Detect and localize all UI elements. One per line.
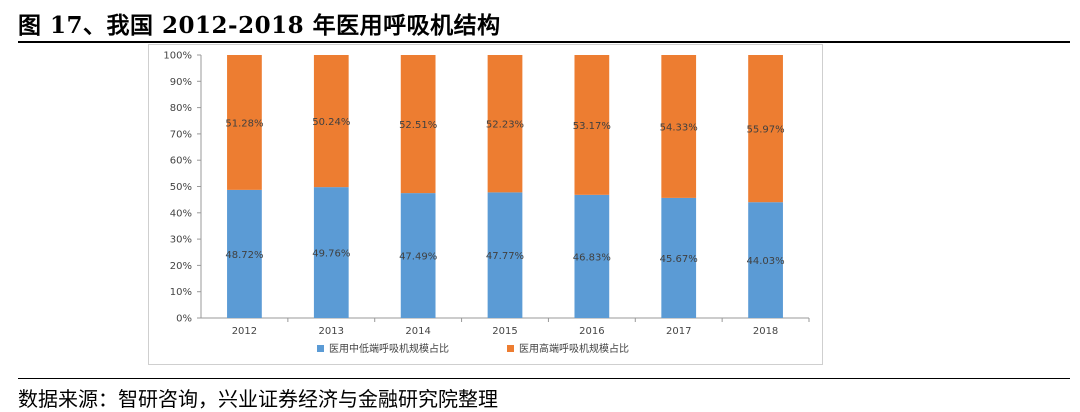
y-tick-label: 10% [170, 287, 192, 298]
legend-label: 医用中低端呼吸机规模占比 [329, 342, 449, 355]
x-tick-label: 2016 [579, 326, 604, 337]
y-tick-label: 70% [170, 129, 192, 140]
figure-title: 图 17、我国 2012-2018 年医用呼吸机结构 [18, 12, 501, 39]
y-tick-label: 60% [170, 156, 192, 167]
stacked-bar-chart: 0% 10% 20% 30% 40% 50% 60% 70% 80% 90% 100% 2012 201… [163, 51, 810, 355]
data-label: 47.77% [486, 251, 524, 262]
x-tick-label: 2013 [319, 326, 344, 337]
y-tick-label: 90% [170, 77, 192, 88]
x-tick-label: 2012 [232, 326, 257, 337]
bar-segment [574, 55, 610, 195]
y-tick-label: 50% [170, 182, 192, 193]
x-tick-label: 2015 [492, 326, 517, 337]
y-tick-label: 30% [170, 235, 192, 246]
x-tick-label: 2014 [405, 326, 430, 337]
bar-segment [313, 55, 349, 188]
data-label: 46.83% [573, 252, 611, 263]
data-label: 55.97% [747, 125, 785, 136]
data-label: 48.72% [225, 250, 263, 261]
data-label: 54.33% [660, 122, 698, 133]
bar-segment [487, 192, 523, 318]
data-label: 53.17% [573, 121, 611, 132]
bar-segment [748, 55, 783, 203]
data-label: 44.03% [747, 256, 785, 267]
y-tick-label: 20% [170, 261, 192, 272]
chart-frame: 0% 10% 20% 30% 40% 50% 60% 70% 80% 90% 100% 2012 201… [148, 44, 823, 365]
data-label: 52.51% [399, 120, 437, 131]
y-tick-label: 0% [176, 314, 192, 325]
legend-label: 医用高端呼吸机规模占比 [519, 342, 629, 355]
x-tick-label: 2018 [753, 326, 778, 337]
legend-swatch [507, 345, 514, 352]
y-tick-label: 80% [170, 103, 192, 114]
x-tick-label: 2017 [666, 326, 691, 337]
y-tick-label: 100% [163, 51, 192, 62]
bar-segment [574, 194, 610, 318]
bar-segment [313, 187, 349, 318]
bar-segment [661, 55, 697, 198]
data-label: 50.24% [312, 117, 350, 128]
data-label: 47.49% [399, 252, 437, 263]
bar-segment [400, 193, 436, 318]
bar-segment [661, 197, 697, 318]
bar-segment [748, 202, 783, 318]
legend-swatch [317, 345, 324, 352]
y-tick-label: 40% [170, 208, 192, 219]
bar-segment [227, 189, 262, 318]
data-source-note: 数据来源：智研咨询，兴业证券经济与金融研究院整理 [18, 387, 498, 411]
bar-segment [487, 55, 523, 193]
data-label: 52.23% [486, 120, 524, 131]
data-label: 49.76% [312, 249, 350, 260]
source-rule [18, 378, 1070, 379]
data-label: 51.28% [225, 118, 263, 129]
bar-segment [227, 55, 262, 190]
bar-segment [400, 55, 436, 194]
title-rule [18, 41, 1070, 43]
data-label: 45.67% [660, 254, 698, 265]
